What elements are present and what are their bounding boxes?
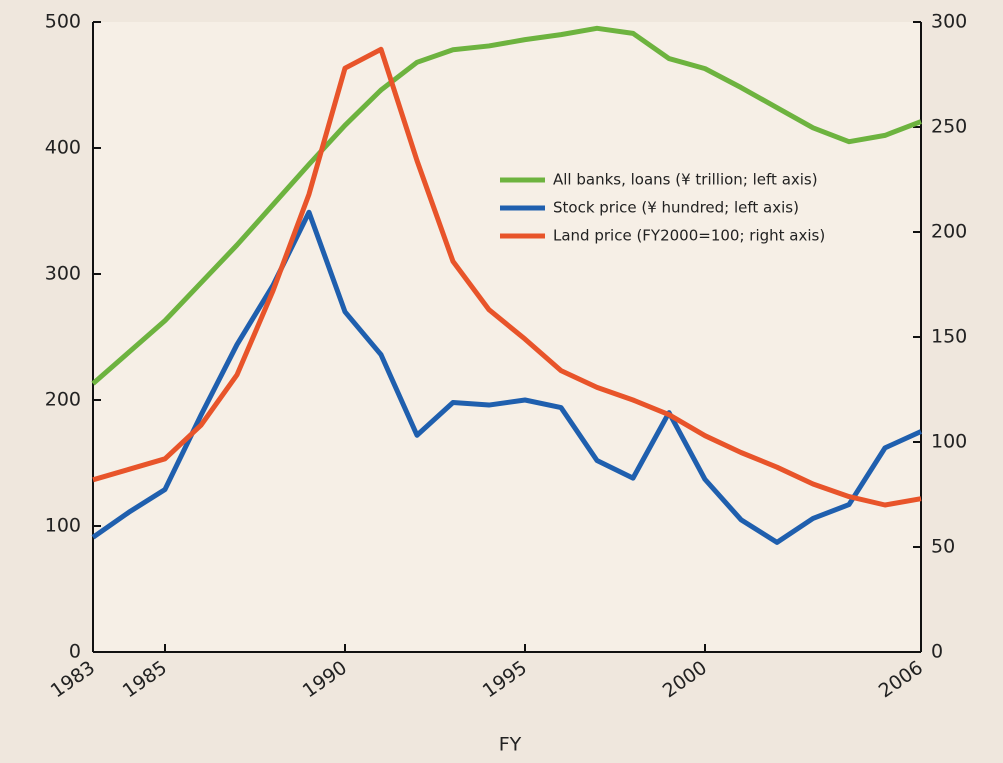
y2-tick-label: 200	[931, 221, 967, 243]
y-tick-label: 0	[69, 641, 81, 663]
series-line	[91, 25, 922, 386]
y-tick-label: 400	[45, 137, 81, 159]
y2-tick-label: 250	[931, 116, 967, 138]
y2-tick-label: 50	[931, 536, 955, 558]
y-tick-label: 100	[45, 515, 81, 537]
y2-tick-label: 100	[931, 431, 967, 453]
legend-label: All banks, loans (¥ trillion; left axis)	[553, 171, 818, 189]
series-line	[91, 209, 923, 545]
y-tick-label: 300	[45, 263, 81, 285]
plot-area	[93, 22, 921, 652]
legend-label: Land price (FY2000=100; right axis)	[553, 227, 825, 245]
y2-tick-label: 0	[931, 641, 943, 663]
x-axis-label: FY	[499, 734, 522, 756]
legend-label: Stock price (¥ hundred; left axis)	[553, 199, 799, 217]
series-line	[92, 46, 922, 508]
y-tick-label: 500	[45, 11, 81, 33]
y-tick-label: 200	[45, 389, 81, 411]
y2-tick-label: 150	[931, 326, 967, 348]
y2-tick-label: 300	[931, 11, 967, 33]
